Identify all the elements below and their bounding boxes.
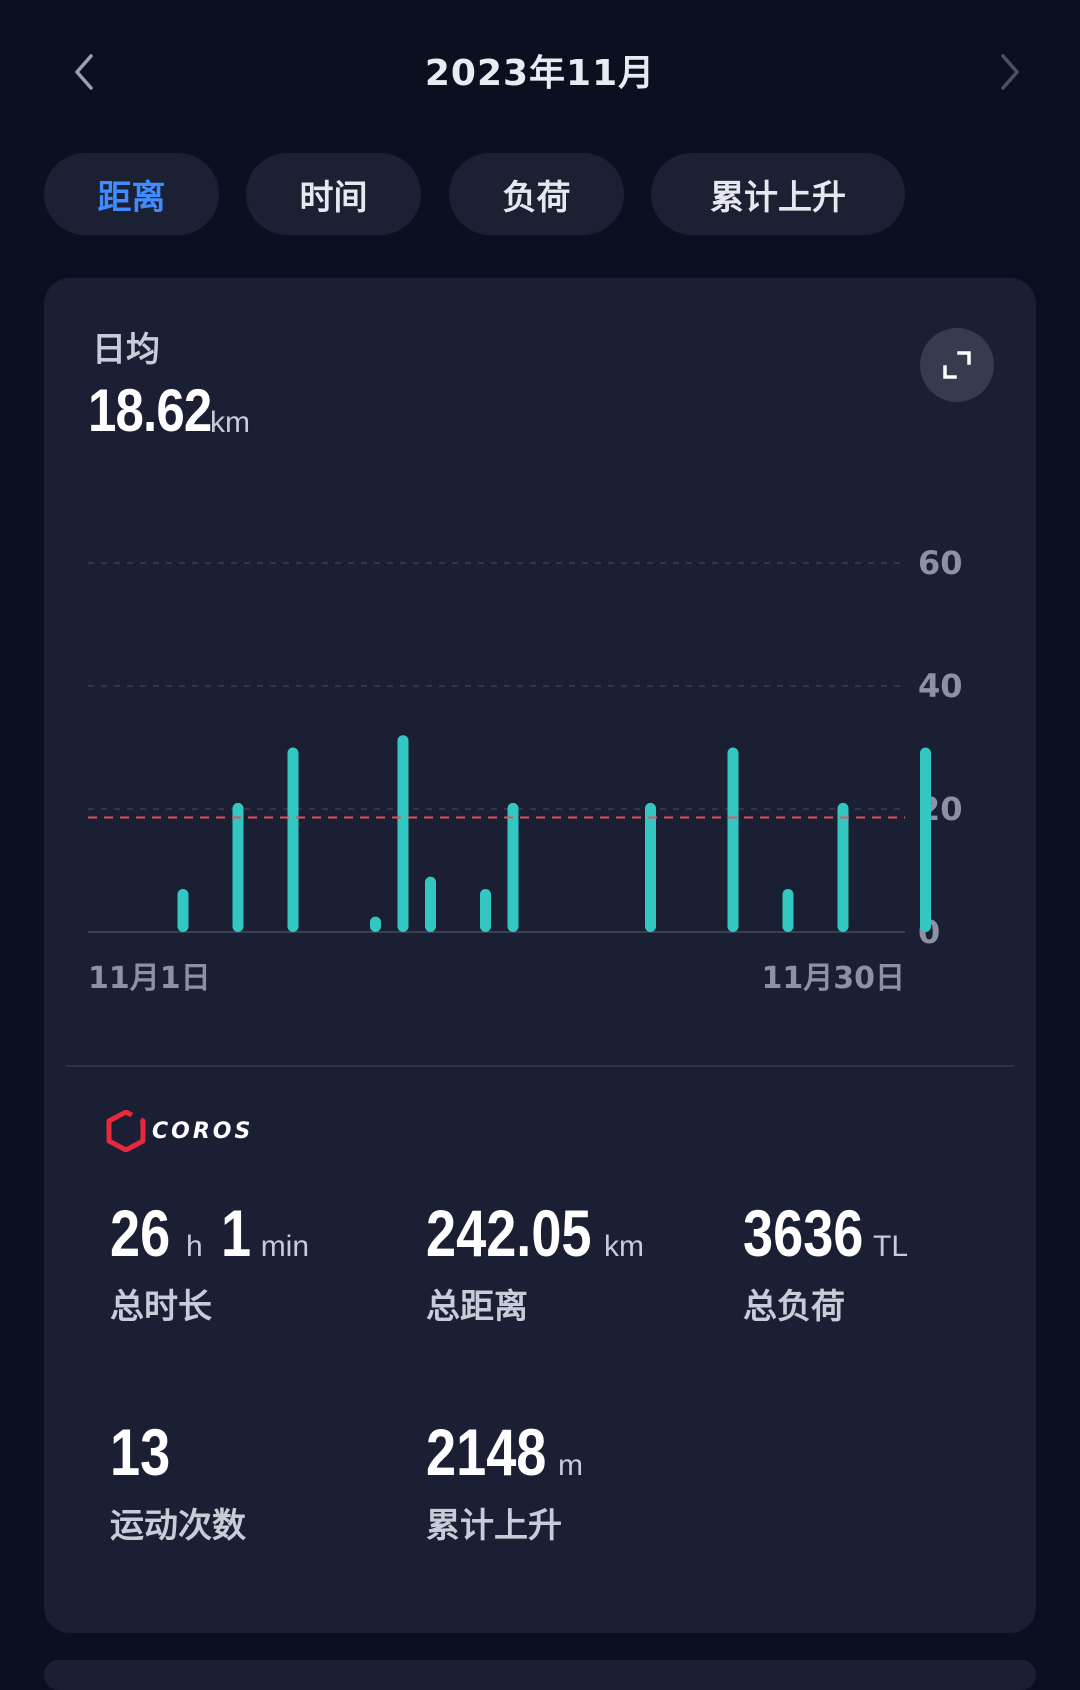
- stat-value: 242.05: [426, 1196, 592, 1270]
- chart-bar: [645, 802, 656, 932]
- chart-bar: [920, 747, 931, 932]
- chart-bar: [397, 735, 409, 932]
- tab-time[interactable]: 时间: [246, 153, 421, 235]
- stat-unit: km: [604, 1230, 644, 1263]
- coros-logo-icon: [106, 1110, 146, 1152]
- chart-bar: [370, 916, 381, 932]
- stat-unit: h: [186, 1230, 203, 1263]
- chart-bar: [837, 802, 849, 932]
- stat-label: 累计上升: [426, 1506, 562, 1546]
- chart-bar: [232, 802, 244, 932]
- stat-label: 总距离: [426, 1287, 528, 1327]
- daily-average-label: 日均: [92, 330, 160, 370]
- stat-value: 2148: [426, 1415, 547, 1489]
- stat-value: 3636: [743, 1196, 864, 1270]
- tab-distance[interactable]: 距离: [44, 153, 219, 235]
- stats-card: [44, 278, 1036, 1633]
- stat-value: 13: [110, 1415, 171, 1489]
- chart-bar: [287, 747, 299, 932]
- divider: [66, 1065, 1014, 1067]
- stat-unit: m: [558, 1449, 583, 1482]
- y-tick-label: 40: [918, 667, 963, 705]
- stat-total-duration: 26 h 1 min 总时长: [110, 1195, 309, 1328]
- chart-bar: [782, 888, 794, 932]
- chart-bar: [177, 888, 189, 932]
- stat-label: 总负荷: [743, 1287, 845, 1327]
- expand-icon: [943, 351, 971, 379]
- stat-value: 1: [220, 1196, 251, 1270]
- coros-logo: COROS: [106, 1110, 253, 1152]
- chart-bar: [480, 888, 491, 932]
- stat-label: 总时长: [110, 1287, 212, 1327]
- daily-average-unit: km: [210, 406, 250, 439]
- stat-value: 26: [110, 1196, 171, 1270]
- stat-unit: min: [260, 1230, 310, 1263]
- chevron-left-icon: [75, 54, 93, 90]
- y-tick-label: 60: [918, 544, 963, 582]
- chart-bar: [425, 876, 436, 932]
- next-month-button[interactable]: [990, 48, 1030, 96]
- tab-elevation[interactable]: 累计上升: [651, 153, 905, 235]
- stat-total-elevation: 2148 m 累计上升: [426, 1414, 583, 1547]
- expand-button[interactable]: [920, 328, 994, 402]
- chart-bar: [727, 747, 739, 932]
- stat-activity-count: 13 运动次数: [110, 1414, 246, 1547]
- chart-bar: [507, 802, 519, 932]
- prev-month-button[interactable]: [64, 48, 104, 96]
- month-title: 2023年11月: [424, 53, 656, 94]
- brand-name: COROS: [152, 1118, 254, 1144]
- stat-total-load: 3636 TL 总负荷: [743, 1195, 908, 1328]
- stat-label: 运动次数: [110, 1506, 246, 1546]
- stat-unit: TL: [873, 1230, 909, 1263]
- daily-average-value: 18.62: [88, 377, 212, 444]
- chevron-right-icon: [1001, 54, 1019, 90]
- x-end-label: 11月30日: [762, 961, 906, 996]
- stat-total-distance: 242.05 km 总距离: [426, 1195, 644, 1328]
- tab-load[interactable]: 负荷: [449, 153, 624, 235]
- next-card: [44, 1660, 1036, 1690]
- x-start-label: 11月1日: [88, 961, 211, 996]
